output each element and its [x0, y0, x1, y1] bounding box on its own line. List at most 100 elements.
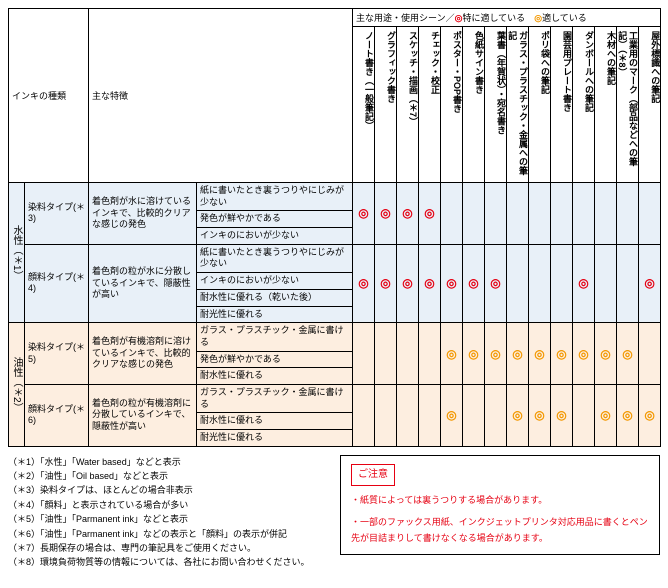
footnote-0: （＊1）「水性」「Water based」などと表示	[8, 455, 328, 469]
use-header-11: 木材への筆記	[595, 27, 617, 183]
caution-line-1: ・一部のファックス用紙、インクジェットプリンタ対応用品に書くとペン先が目詰まりし…	[351, 514, 649, 546]
use-header-0: ノート書き（一般筆記）	[353, 27, 375, 183]
type-char-0-1: 着色剤の粒が水に分散しているインキで、隠蔽性が高い	[89, 244, 197, 322]
mark-cell-0-0-6	[485, 183, 507, 245]
feature-0-0-0: 紙に書いたとき裏うつりやにじみが少ない	[197, 183, 353, 211]
mark-cell-0-0-11	[595, 183, 617, 245]
mark-cell-0-0-12	[617, 183, 639, 245]
mark-cell-1-1-3	[419, 384, 441, 446]
mark-cell-0-0-10	[573, 183, 595, 245]
use-header-5: 色紙サイン書き	[463, 27, 485, 183]
footnote-1: （＊2）「油性」「Oil based」などと表示	[8, 469, 328, 483]
type-char-1-0: 着色剤が有機溶剤に溶けているインキで、比較的クリアな感じの発色	[89, 323, 197, 385]
mark-cell-1-1-9: ◎	[551, 384, 573, 446]
footnotes: （＊1）「水性」「Water based」などと表示（＊2）「油性」「Oil b…	[8, 455, 328, 570]
header-ink-type: インキの種類	[9, 9, 89, 183]
feature-0-1-0: 紙に書いたとき裏うつりやにじみが少ない	[197, 244, 353, 272]
mark-cell-0-0-2: ◎	[397, 183, 419, 245]
mark-cell-0-0-0: ◎	[353, 183, 375, 245]
mark-cell-0-0-3: ◎	[419, 183, 441, 245]
feature-0-1-3: 耐光性に優れる	[197, 306, 353, 323]
mark-cell-1-1-2	[397, 384, 419, 446]
mark-cell-1-0-9: ◎	[551, 323, 573, 385]
mark-cell-0-1-10: ◎	[573, 244, 595, 322]
legend-row: 主な用途・使用シーン／◎特に適している ◎適している	[353, 9, 661, 27]
use-header-8: ポリ袋への筆記	[529, 27, 551, 183]
mark-cell-0-1-1: ◎	[375, 244, 397, 322]
feature-1-0-1: 発色が鮮やかである	[197, 351, 353, 368]
type-char-0-0: 着色剤が水に溶けているインキで、比較的クリアな感じの発色	[89, 183, 197, 245]
mark-cell-0-1-5: ◎	[463, 244, 485, 322]
mark-cell-1-0-5: ◎	[463, 323, 485, 385]
type-char-1-1: 着色剤の粒が有機溶剤に分散しているインキで、隠蔽性が高い	[89, 384, 197, 446]
mark-cell-0-0-9	[551, 183, 573, 245]
mark-cell-1-0-12: ◎	[617, 323, 639, 385]
mark-cell-0-1-4: ◎	[441, 244, 463, 322]
mark-cell-0-1-6: ◎	[485, 244, 507, 322]
ink-compatibility-table: インキの種類主な特徴主な用途・使用シーン／◎特に適している ◎適しているノート書…	[8, 8, 661, 447]
mark-cell-1-0-11: ◎	[595, 323, 617, 385]
use-header-3: チェック・校正	[419, 27, 441, 183]
caution-title: ご注意	[351, 464, 395, 486]
mark-cell-1-0-7: ◎	[507, 323, 529, 385]
mark-cell-0-1-0: ◎	[353, 244, 375, 322]
type-name-0-0: 染料タイプ(＊3)	[25, 183, 89, 245]
mark-cell-1-1-8: ◎	[529, 384, 551, 446]
mark-cell-0-1-13: ◎	[639, 244, 661, 322]
footnote-4: （＊5）「油性」「Parmanent ink」などと表示	[8, 512, 328, 526]
feature-0-0-2: インキのにおいが少ない	[197, 228, 353, 245]
use-header-13: 屋外標識への筆記	[639, 27, 661, 183]
mark-cell-0-0-5	[463, 183, 485, 245]
use-header-2: スケッチ・描画（＊7）	[397, 27, 419, 183]
header-main-char: 主な特徴	[89, 9, 353, 183]
type-name-1-0: 染料タイプ(＊5)	[25, 323, 89, 385]
mark-cell-0-0-8	[529, 183, 551, 245]
mark-cell-1-0-10: ◎	[573, 323, 595, 385]
mark-cell-1-1-10	[573, 384, 595, 446]
feature-1-0-2: 耐水性に優れる	[197, 368, 353, 385]
feature-1-0-0: ガラス・プラスチック・金属に書ける	[197, 323, 353, 351]
mark-cell-1-1-1	[375, 384, 397, 446]
type-name-0-1: 顔料タイプ(＊4)	[25, 244, 89, 322]
footnote-2: （＊3）染料タイプは、ほとんどの場合非表示	[8, 483, 328, 497]
use-header-12: 工業用のマーク（部品などへの筆記）（＊8）	[617, 27, 639, 183]
mark-cell-0-1-11	[595, 244, 617, 322]
mark-cell-1-0-6: ◎	[485, 323, 507, 385]
mark-cell-1-0-0	[353, 323, 375, 385]
mark-cell-0-1-7	[507, 244, 529, 322]
mark-cell-1-1-6	[485, 384, 507, 446]
use-header-4: ポスター・POP書き	[441, 27, 463, 183]
mark-cell-1-1-4: ◎	[441, 384, 463, 446]
use-header-7: ガラス・プラスチック・金属への筆記	[507, 27, 529, 183]
mark-cell-1-0-13	[639, 323, 661, 385]
caution-line-0: ・紙質によっては裏うつりする場合があります。	[351, 492, 649, 508]
mark-cell-0-0-4	[441, 183, 463, 245]
footnote-6: （＊7）長期保存の場合は、専門の筆記具をご使用ください。	[8, 541, 328, 555]
group-label-0: 水性（＊1）	[9, 183, 25, 323]
feature-1-1-0: ガラス・プラスチック・金属に書ける	[197, 384, 353, 412]
mark-cell-1-0-8: ◎	[529, 323, 551, 385]
mark-cell-1-1-0	[353, 384, 375, 446]
mark-cell-1-0-4: ◎	[441, 323, 463, 385]
mark-cell-0-1-2: ◎	[397, 244, 419, 322]
mark-cell-1-0-2	[397, 323, 419, 385]
mark-cell-0-1-3: ◎	[419, 244, 441, 322]
footnote-5: （＊6）「油性」「Parmanent ink」などの表示と「顔料」の表示が併記	[8, 527, 328, 541]
mark-cell-0-1-9	[551, 244, 573, 322]
feature-1-1-1: 耐水性に優れる	[197, 413, 353, 430]
feature-0-1-1: インキのにおいが少ない	[197, 273, 353, 290]
mark-cell-1-0-3	[419, 323, 441, 385]
feature-0-0-1: 発色が鮮やかである	[197, 211, 353, 228]
type-name-1-1: 顔料タイプ(＊6)	[25, 384, 89, 446]
caution-box: ご注意 ・紙質によっては裏うつりする場合があります。・一部のファックス用紙、イン…	[340, 455, 660, 556]
feature-0-1-2: 耐水性に優れる（乾いた後）	[197, 289, 353, 306]
use-header-1: グラフィック書き	[375, 27, 397, 183]
mark-cell-1-1-11: ◎	[595, 384, 617, 446]
footnote-3: （＊4）「顔料」と表示されている場合が多い	[8, 498, 328, 512]
mark-cell-0-0-7	[507, 183, 529, 245]
mark-cell-0-1-8	[529, 244, 551, 322]
footnote-7: （＊8）環境負荷物質等の情報については、各社にお問い合わせください。	[8, 555, 328, 569]
mark-cell-1-0-1	[375, 323, 397, 385]
use-header-10: ダンボールへの筆記	[573, 27, 595, 183]
mark-cell-0-0-13	[639, 183, 661, 245]
